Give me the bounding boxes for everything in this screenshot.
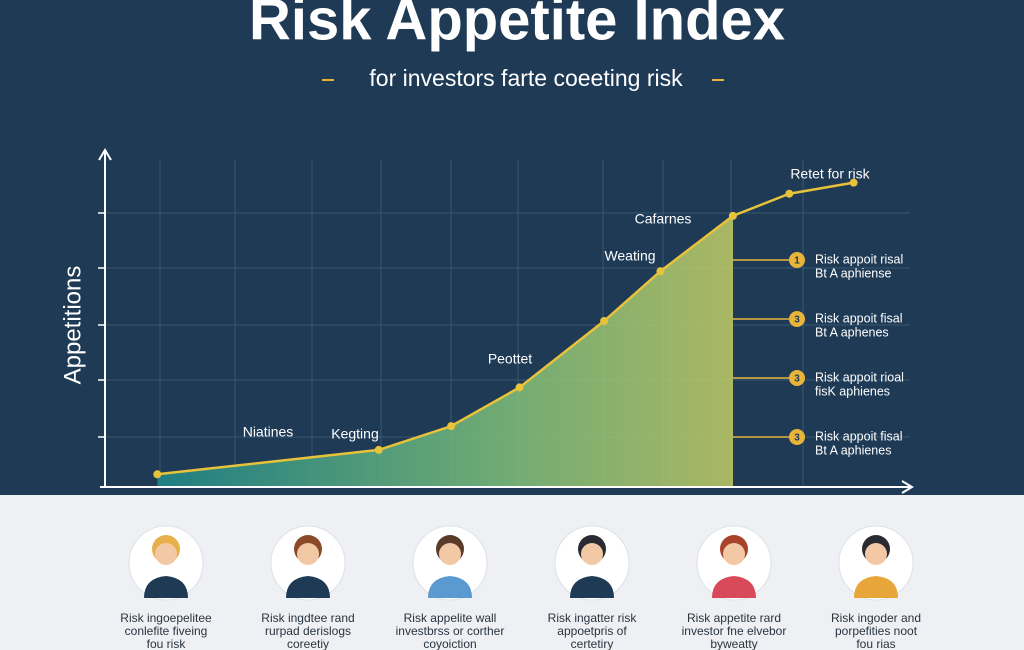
callout-text: Risk appoit fisal [815, 311, 903, 325]
avatar-face [865, 543, 887, 565]
callout-text: fisK aphienes [815, 384, 890, 398]
avatar-body [712, 576, 756, 598]
callout-number: 3 [794, 433, 800, 444]
person-caption: Risk appetite rard [687, 611, 781, 625]
y-axis-label: Appetitions [59, 266, 86, 385]
avatar-face [723, 543, 745, 565]
annotation: Peottet [488, 351, 532, 367]
annotation: Cafarnes [635, 211, 692, 227]
avatar-face [439, 543, 461, 565]
avatar-body [854, 576, 898, 598]
point [600, 317, 609, 325]
callout-text: Bt A aphenes [815, 325, 889, 339]
avatar-face [297, 543, 319, 565]
annotation: Kegting [331, 426, 378, 442]
area [157, 215, 733, 487]
avatar-face [155, 543, 177, 565]
avatar-body [144, 576, 188, 598]
avatar-face [581, 543, 603, 565]
avatar-body [570, 576, 614, 598]
x-arrow [901, 480, 914, 494]
person-caption: fou rias [856, 637, 895, 650]
person-caption: appoetpris of [557, 624, 627, 638]
person-caption: coyoiction [423, 637, 476, 650]
person-caption: Risk ingoder and [831, 611, 921, 625]
person-caption: byweatty [710, 637, 757, 650]
person-caption: Risk appelite wall [404, 611, 497, 625]
callout-number: 1 [794, 256, 800, 267]
person-caption: Risk ingatter risk [548, 611, 638, 625]
avatar-body [286, 576, 330, 598]
callout-badge [789, 429, 805, 445]
callout-text: Risk appoit rioal [815, 370, 904, 384]
person-caption: conlefite fiveing [125, 624, 208, 638]
callout-badge [789, 311, 805, 327]
person-caption: rurpad derislogs [265, 624, 351, 638]
person-caption: porpefities noot [835, 624, 918, 638]
person-caption: investor fne elvebor [682, 624, 787, 638]
y-arrow [98, 148, 112, 161]
callout-badge [789, 252, 805, 268]
point [515, 383, 524, 392]
annotation: Weating [604, 248, 655, 264]
point [785, 189, 794, 198]
person-caption: Risk ingoepelitee [120, 611, 212, 625]
person-caption: Risk ingdtee rand [261, 611, 354, 625]
callout-badge [789, 370, 805, 386]
callout-number: 3 [794, 374, 800, 385]
point [153, 470, 162, 479]
annotation: Niatines [243, 424, 294, 440]
person-caption: investbrss or corther [396, 624, 505, 638]
point [656, 267, 665, 276]
person-caption: certetiry [571, 637, 614, 650]
callout-text: Bt A aphienes [815, 443, 891, 457]
avatar-body [428, 576, 472, 598]
point [447, 422, 456, 431]
point [374, 445, 383, 454]
chart-title: Risk Appetite Index [249, 0, 785, 52]
callout-text: Bt A aphiense [815, 266, 892, 280]
person-caption: coreetiy [287, 637, 329, 650]
annotation: Retet for risk [790, 166, 870, 182]
callout-number: 3 [794, 315, 800, 326]
person-caption: fou risk [147, 637, 187, 650]
callout-text: Risk appoit risal [815, 252, 903, 266]
point [728, 211, 737, 220]
callout-text: Risk appoit fisal [815, 429, 903, 443]
subtitle: for investors farte coeeting risk [369, 65, 683, 91]
point [849, 178, 858, 187]
